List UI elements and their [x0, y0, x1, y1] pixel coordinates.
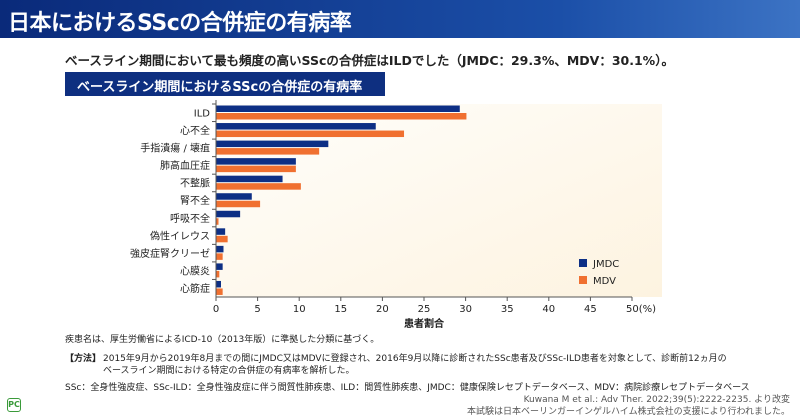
chart-subtitle: ベースライン期間におけるSScの合併症の有病率 — [65, 72, 385, 96]
bar-jmdc — [216, 175, 283, 183]
bar-jmdc — [216, 263, 223, 270]
bar-jmdc — [216, 280, 221, 288]
bar-mdv — [216, 200, 261, 208]
bar-mdv — [216, 270, 220, 278]
x-tick-label: 40 — [542, 304, 555, 315]
x-tick-label: 25 — [418, 304, 431, 315]
x-tick-label: 20 — [376, 304, 389, 315]
note-disease: 疾患名は、厚生労働省によるICD-10（2013年版）に準拠した分類に基づく。 — [65, 335, 380, 345]
bar-mdv — [216, 148, 320, 155]
legend-swatch-jmdc — [579, 259, 587, 267]
bar-jmdc — [216, 140, 329, 148]
bar-jmdc — [216, 228, 226, 235]
x-tick-label: 35 — [501, 304, 514, 315]
bar-mdv — [216, 130, 405, 138]
bar-jmdc — [216, 245, 224, 253]
category-label: 心膜炎 — [180, 265, 210, 277]
bar-mdv — [216, 113, 467, 120]
x-tick-label: 30 — [459, 304, 472, 315]
x-tick-label: 45 — [584, 304, 597, 315]
reference: Kuwana M et al.: Adv Ther. 2022;39(5):22… — [523, 395, 790, 405]
category-label: 呼吸不全 — [170, 212, 210, 225]
category-label: 手指潰瘍 / 壊疽 — [140, 142, 210, 155]
bar-mdv — [216, 218, 219, 225]
category-label: 肺高血圧症 — [160, 159, 210, 172]
method-line1: 2015年9月から2019年8月までの間にJMDC又はMDVに登録され、2016… — [103, 354, 727, 364]
x-tick-label: 50(%) — [626, 304, 656, 315]
legend-label: JMDC — [592, 259, 619, 270]
bar-mdv — [216, 235, 228, 243]
bar-mdv — [216, 183, 301, 190]
pc-logo: PC — [7, 398, 21, 412]
bar-mdv — [216, 288, 223, 295]
category-label: 強皮症腎クリーゼ — [130, 247, 210, 260]
bar-jmdc — [216, 210, 241, 218]
header-bar: 日本におけるSScの合併症の有病率 — [0, 0, 800, 38]
bar-jmdc — [216, 193, 252, 200]
category-label: 心不全 — [180, 124, 210, 137]
x-tick-label: 10 — [293, 304, 306, 315]
x-tick-label: 0 — [213, 304, 219, 315]
lead-text: ベースライン期間において最も頻度の高いSScの合併症はILDでした（JMDC：2… — [65, 53, 674, 68]
category-label: 心筋症 — [180, 282, 210, 295]
abbreviations: SSc：全身性強皮症、SSc-ILD：全身性強皮症に伴う間質性肺疾患、ILD：間… — [65, 383, 750, 393]
x-tick-label: 5 — [254, 304, 260, 315]
x-tick-label: 15 — [334, 304, 347, 315]
bar-mdv — [216, 253, 223, 260]
bar-jmdc — [216, 105, 460, 112]
category-label: ILD — [194, 109, 211, 120]
category-label: 偽性イレウス — [150, 229, 210, 242]
legend-label: MDV — [593, 276, 616, 287]
legend-swatch-mdv — [579, 276, 587, 284]
support-note: 本試験は日本ベーリンガーインゲルハイム株式会社の支援により行われました。 — [466, 407, 790, 417]
x-axis-title: 患者割合 — [404, 317, 445, 330]
category-label: 腎不全 — [180, 194, 210, 207]
bar-jmdc — [216, 158, 296, 165]
method-label: 【方法】 — [65, 354, 102, 364]
bar-mdv — [216, 165, 296, 173]
category-label: 不整脈 — [180, 177, 210, 190]
page-title: 日本におけるSScの合併症の有病率 — [8, 11, 352, 36]
bar-jmdc — [216, 123, 376, 130]
method-line2: ベースライン期間における特定の合併症の有病率を解析した。 — [103, 366, 355, 376]
